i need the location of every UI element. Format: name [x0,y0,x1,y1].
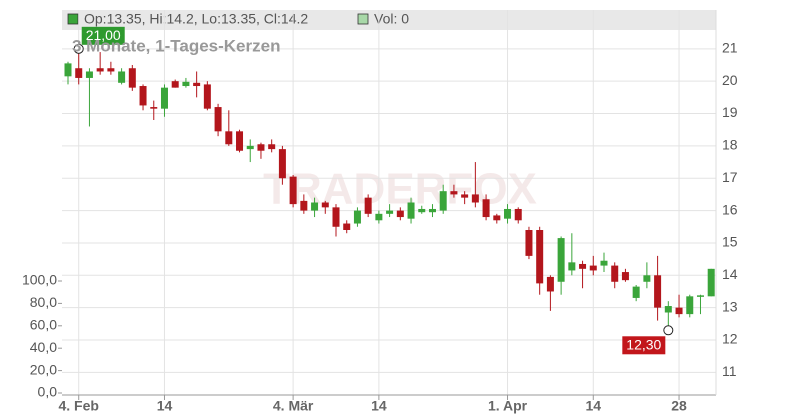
x-tick-label: 4. Mär [273,398,314,414]
x-tick-label: 28 [671,398,687,414]
candle-body [589,265,597,271]
candle-body [118,71,126,83]
y-tick-label: 14 [722,266,738,282]
candle-body [236,131,244,151]
candle-body [611,265,619,282]
candle-body [675,307,683,315]
candle-body [268,144,276,150]
candle-body [107,68,115,72]
candle-body [343,223,351,230]
legend-swatch [357,13,369,25]
y-tick-label: 18 [722,137,738,153]
x-tick-label: 1. Apr [488,398,528,414]
candle-body [246,145,254,150]
annotation-marker [73,43,84,54]
candle-body [193,82,201,87]
vol-tick-label: 100,0 [22,272,57,288]
vol-tick-label: 60,0 [30,317,57,333]
legend-swatch [67,13,79,25]
candle-body [450,191,458,195]
candle-body [418,208,426,213]
candle-body [203,84,211,109]
candle-body [311,202,319,211]
candle-body [396,210,404,218]
y-tick-label: 15 [722,234,738,250]
candle-body [64,63,72,77]
candle-body [504,208,512,219]
x-tick-label: 14 [585,398,601,414]
candle-body [407,202,415,219]
legend-band [62,10,716,30]
annotation-box [622,336,666,355]
candle-body [364,197,372,214]
y-tick-label: 13 [722,298,738,314]
y-tick-label: 19 [722,104,738,120]
annotation-label: 21,00 [86,27,121,43]
candle-body [278,149,286,179]
candle-body [707,268,715,297]
vol-tick-label: 80,0 [30,294,57,310]
candle-body [257,144,265,151]
vol-tick-label: 40,0 [30,339,57,355]
candle-body [150,107,158,109]
candle-body [514,208,522,221]
candle-body [439,191,447,211]
candle-body [621,272,629,281]
candle-body [632,286,640,298]
candle-body [214,107,222,132]
candle-body [525,230,533,256]
candle-body [300,200,308,211]
candle-body [289,176,297,205]
candle-body [139,86,147,106]
x-tick-label: 4. Feb [58,398,98,414]
candle-body [493,215,501,221]
candle-body [128,68,136,88]
y-tick-label: 16 [722,201,738,217]
candle-body [225,131,233,145]
watermark: TRADERFOX [263,165,537,214]
candle-body [182,81,190,87]
candle-body [600,260,608,266]
candle-body [332,207,340,227]
vol-tick-label: 20,0 [30,361,57,377]
candle-body [471,194,479,203]
annotation-box [81,26,125,45]
candle-body [353,210,361,224]
candle-body [75,68,83,78]
candle-body [96,68,104,72]
candle-body [686,296,694,315]
y-tick-label: 17 [722,169,738,185]
candle-body [428,208,436,213]
candle-body [664,306,672,313]
candle-body [461,194,469,198]
candle-body [568,262,576,271]
candle-body [696,295,704,297]
y-tick-label: 11 [722,363,737,379]
y-tick-label: 20 [722,72,738,88]
candle-body [160,87,168,109]
y-tick-label: 21 [722,40,738,56]
candle-body [579,263,587,269]
candle-body [482,199,490,218]
candle-body [375,213,383,221]
candle-body [557,238,565,282]
candle-body [171,81,179,88]
candle-body [386,210,394,214]
subtitle: 3 Monate, 1-Tages-Kerzen [72,36,280,55]
vol-tick-label: 0,0 [38,384,58,400]
candle-body [546,276,554,292]
candle-body [85,71,93,78]
candle-body [536,230,544,284]
annotation-label: 12,30 [626,336,661,352]
x-tick-label: 14 [371,398,387,414]
annotation-marker [663,325,674,336]
candle-body [654,275,662,308]
candle-body [321,202,329,208]
y-tick-label: 12 [722,331,738,347]
legend-volume: Vol: 0 [374,11,409,27]
legend-text: Op:13.35, Hi:14.2, Lo:13.35, Cl:14.2 [84,11,308,27]
candle-body [643,275,651,282]
x-tick-label: 14 [157,398,173,414]
